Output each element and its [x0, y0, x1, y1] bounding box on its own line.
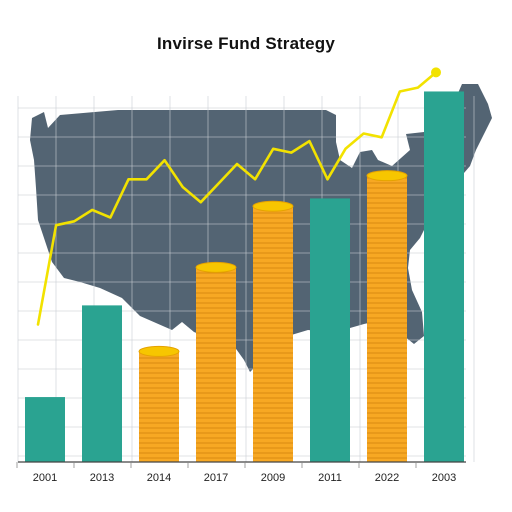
x-tick-label: 2001: [33, 472, 57, 484]
bar-2003: [424, 91, 464, 463]
x-tick-labels: 2001 2013 2014 2017 2009 2011 2022 2003: [16, 462, 456, 484]
x-tick-label: 2003: [432, 472, 456, 484]
line-series-path: [36, 71, 438, 326]
bar-2001: [25, 397, 65, 462]
bar-2013: [82, 305, 122, 462]
x-tick-label: 2009: [261, 472, 285, 484]
bar-2014: [138, 345, 180, 462]
bar-2011: [310, 198, 350, 463]
line-end-point: [431, 67, 441, 78]
bar-2009: [252, 200, 294, 462]
x-tick-label: 2022: [375, 472, 399, 484]
x-tick-label: 2011: [318, 472, 342, 484]
chart-title: Invirse Fund Strategy: [156, 34, 336, 53]
x-tick-label: 2014: [147, 472, 171, 484]
bar-2017: [195, 261, 237, 462]
line-series: [36, 67, 441, 326]
bar-series: [25, 91, 464, 463]
x-tick-label: 2017: [204, 472, 228, 484]
bar-2022: [366, 170, 408, 462]
x-tick-label: 2013: [90, 472, 114, 484]
